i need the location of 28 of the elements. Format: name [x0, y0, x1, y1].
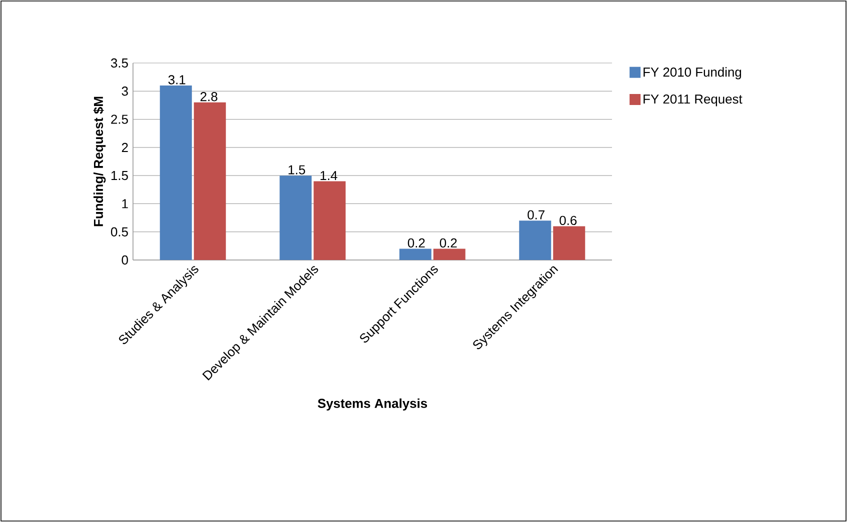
bar [280, 176, 312, 260]
y-tick-label: 2 [122, 142, 128, 152]
bar [519, 220, 552, 260]
bar [314, 181, 346, 260]
y-tick-label: 3 [122, 86, 128, 96]
bar [433, 248, 466, 260]
y-axis-title: Funding/ Request $M [93, 96, 106, 226]
bar [399, 248, 432, 260]
x-axis-title: Systems Analysis [318, 398, 428, 411]
data-label: 0.2 [408, 238, 425, 248]
data-label: 3.1 [168, 75, 186, 84]
bar [160, 86, 192, 260]
y-tick-label: 1.5 [111, 171, 128, 180]
legend-label: FY 2010 Funding [644, 67, 742, 80]
data-label: 1.4 [320, 171, 338, 180]
data-label: 0.2 [440, 238, 457, 248]
data-label: 0.7 [528, 210, 544, 220]
bar [194, 102, 226, 260]
y-tick-label: 2.5 [111, 114, 128, 124]
data-label: 0.6 [560, 216, 577, 226]
y-tick-label: 0.5 [110, 227, 128, 236]
data-label: 2.8 [200, 92, 218, 102]
y-tick-label: 3.5 [110, 58, 128, 68]
bar [553, 226, 586, 260]
legend-label: FY 2011 Request [644, 94, 742, 106]
y-tick-label: 0 [122, 255, 128, 265]
data-label: 1.5 [288, 165, 306, 174]
y-tick-label: 1 [122, 199, 128, 208]
